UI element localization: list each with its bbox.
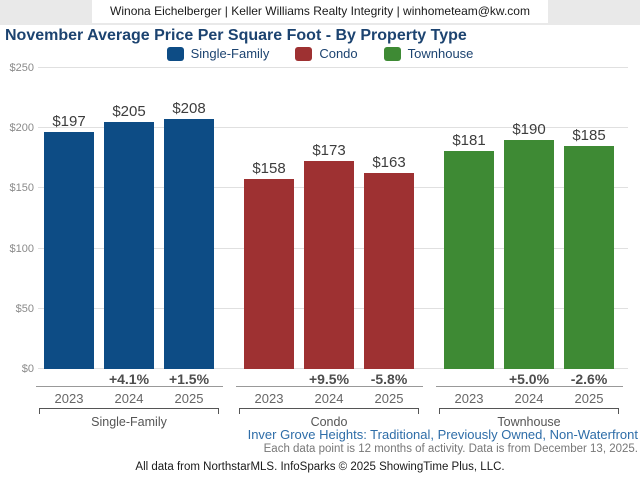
gridline — [38, 67, 628, 68]
gridline — [38, 127, 628, 129]
pct-change-label: +4.1% — [108, 371, 150, 387]
y-axis-tick-label: $0 — [21, 363, 34, 375]
legend-swatch-icon — [295, 46, 313, 61]
y-axis-tick-label: $250 — [9, 62, 34, 74]
bar-single-family-2024[interactable] — [104, 122, 154, 369]
data-note: Each data point is 12 months of activity… — [263, 443, 638, 455]
bar-townhouse-2025[interactable] — [564, 146, 614, 369]
group-bracket — [439, 408, 619, 414]
group-axis-condo: 2023 +9.5% 2024 -5.8% 2025 Condo — [236, 369, 423, 433]
pct-change-label: +5.0% — [508, 371, 550, 387]
x-axis-year-label: 2023 — [54, 391, 84, 406]
group-name-label: Single-Family — [91, 415, 167, 429]
bar-value-label: $158 — [252, 159, 286, 177]
pct-row-divider — [36, 386, 223, 387]
plot-area: $0 $50 $100 $150 $200 $250 $197 $205 $208 2023 +4.… — [10, 62, 628, 429]
bar-condo-2025[interactable] — [364, 172, 414, 369]
group-name-label: Condo — [310, 415, 348, 429]
x-axis-year-label: 2023 — [454, 391, 484, 406]
bar-value-label: $197 — [52, 112, 86, 130]
y-axis-tick-label: $50 — [15, 302, 34, 315]
bar-townhouse-2023[interactable] — [444, 151, 494, 369]
legend-item-townhouse[interactable]: Townhouse — [383, 46, 474, 61]
bar-value-label: $173 — [312, 141, 346, 159]
legend-swatch-icon — [383, 46, 401, 61]
bar-value-label: $190 — [512, 121, 546, 139]
legend-label: Townhouse — [407, 46, 474, 61]
y-axis-tick-label: $150 — [9, 182, 34, 195]
chart-legend: Single-Family Condo Townhouse — [0, 46, 640, 61]
bar-value-label: $181 — [452, 132, 486, 150]
pct-change-label: -5.8% — [370, 371, 408, 387]
x-axis-year-label: 2024 — [514, 391, 544, 406]
pct-change-label: +9.5% — [308, 371, 350, 387]
bar-single-family-2025[interactable] — [164, 118, 214, 369]
bar-condo-2024[interactable] — [304, 160, 354, 369]
legend-label: Condo — [319, 46, 358, 61]
bar-value-label: $163 — [372, 153, 406, 171]
filter-summary: Inver Grove Heights: Traditional, Previo… — [247, 427, 638, 442]
bar-value-label: $185 — [572, 127, 606, 145]
attribution: All data from NorthstarMLS. InfoSparks ©… — [135, 461, 505, 473]
group-axis-townhouse: 2023 +5.0% 2024 -2.6% 2025 Townhouse — [436, 369, 623, 433]
pct-change-label: +1.5% — [168, 371, 210, 387]
bar-group-condo: $158 $173 $163 — [244, 68, 414, 369]
bar-group-single-family: $197 $205 $208 — [44, 68, 214, 369]
legend-item-condo[interactable]: Condo — [295, 46, 358, 61]
header-band: Winona Eichelberger | Keller Williams Re… — [0, 0, 640, 25]
bar-single-family-2023[interactable] — [44, 131, 94, 369]
bar-condo-2023[interactable] — [244, 178, 294, 369]
x-axis-year-label: 2023 — [254, 391, 284, 406]
x-axis-year-label: 2025 — [574, 391, 604, 406]
x-axis-year-label: 2024 — [314, 391, 344, 406]
group-bracket — [239, 408, 419, 414]
legend-swatch-icon — [166, 46, 184, 61]
pct-row-divider — [436, 386, 623, 387]
group-bracket — [39, 408, 219, 414]
pct-row-divider — [236, 386, 423, 387]
bar-chart: $0 $50 $100 $150 $200 $250 $197 $205 $208 2023 +4.… — [10, 62, 628, 433]
legend-item-single-family[interactable]: Single-Family — [166, 46, 270, 61]
agent-contact-line: Winona Eichelberger | Keller Williams Re… — [92, 0, 548, 23]
y-axis-tick-label: $100 — [9, 242, 34, 255]
bar-group-townhouse: $181 $190 $185 — [444, 68, 614, 369]
y-axis-tick-label: $200 — [9, 122, 34, 135]
group-axis-single-family: 2023 +4.1% 2024 +1.5% 2025 Single-Family — [36, 369, 223, 433]
x-axis-year-label: 2024 — [114, 391, 144, 406]
x-axis-year-label: 2025 — [174, 391, 204, 406]
bar-townhouse-2024[interactable] — [504, 140, 554, 369]
bar-value-label: $208 — [172, 99, 206, 117]
bar-value-label: $205 — [112, 103, 146, 121]
x-axis-year-label: 2025 — [374, 391, 404, 406]
chart-title: November Average Price Per Square Foot -… — [5, 27, 467, 44]
group-name-label: Townhouse — [497, 415, 561, 429]
pct-change-label: -2.6% — [570, 371, 608, 387]
legend-label: Single-Family — [190, 46, 270, 61]
